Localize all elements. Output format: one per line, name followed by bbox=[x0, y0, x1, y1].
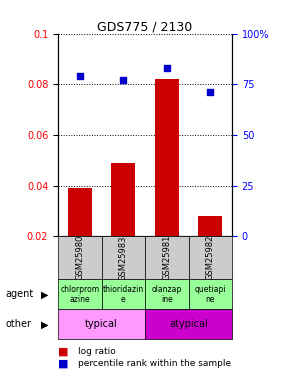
Text: olanzap
ine: olanzap ine bbox=[152, 285, 182, 304]
Bar bbox=[102, 236, 145, 279]
Text: GDS775 / 2130: GDS775 / 2130 bbox=[97, 21, 193, 34]
Bar bbox=[58, 309, 145, 339]
Text: agent: agent bbox=[6, 290, 34, 299]
Point bbox=[208, 90, 213, 96]
Text: ■: ■ bbox=[58, 359, 68, 369]
Bar bbox=[198, 216, 222, 236]
Bar bbox=[155, 80, 179, 236]
Bar bbox=[145, 236, 188, 279]
Text: thioridazin
e: thioridazin e bbox=[103, 285, 144, 304]
Point bbox=[77, 73, 82, 79]
Text: log ratio: log ratio bbox=[78, 347, 116, 356]
Text: GSM25982: GSM25982 bbox=[206, 235, 215, 280]
Bar bbox=[68, 188, 92, 236]
Text: GSM25980: GSM25980 bbox=[75, 235, 84, 280]
Bar bbox=[58, 236, 102, 279]
Point bbox=[164, 65, 169, 71]
Bar bbox=[111, 163, 135, 236]
Text: chlorprom
azine: chlorprom azine bbox=[60, 285, 99, 304]
Text: atypical: atypical bbox=[169, 320, 208, 329]
Bar bbox=[188, 236, 232, 279]
Text: ▶: ▶ bbox=[41, 320, 49, 329]
Bar bbox=[102, 279, 145, 309]
Text: GSM25981: GSM25981 bbox=[162, 235, 171, 280]
Text: ▶: ▶ bbox=[41, 290, 49, 299]
Bar bbox=[145, 309, 232, 339]
Bar bbox=[58, 279, 102, 309]
Bar bbox=[188, 279, 232, 309]
Text: GSM25983: GSM25983 bbox=[119, 235, 128, 280]
Text: percentile rank within the sample: percentile rank within the sample bbox=[78, 359, 231, 368]
Text: typical: typical bbox=[85, 320, 118, 329]
Text: ■: ■ bbox=[58, 347, 68, 357]
Bar bbox=[145, 279, 188, 309]
Text: other: other bbox=[6, 320, 32, 329]
Text: quetiapi
ne: quetiapi ne bbox=[194, 285, 226, 304]
Point bbox=[121, 77, 126, 83]
